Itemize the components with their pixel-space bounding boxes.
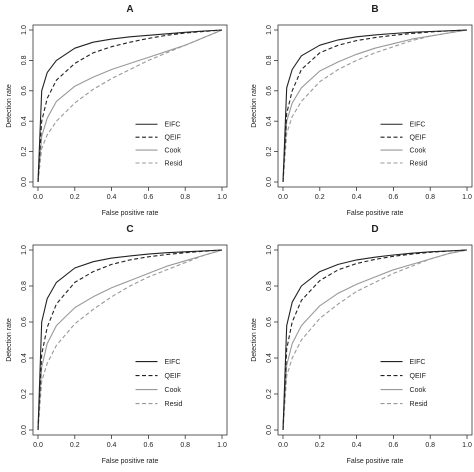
y-tick-label: 0.8 xyxy=(21,55,28,65)
x-axis-label: False positive rate xyxy=(102,458,159,465)
y-axis-label: Detection rate xyxy=(251,318,258,362)
y-tick-label: 0.8 xyxy=(266,281,273,291)
series-line-cook xyxy=(37,29,223,183)
legend-label-resid: Resid xyxy=(410,161,428,168)
x-tick-label: 0.4 xyxy=(352,442,362,449)
y-tick-label: 1.0 xyxy=(266,245,273,255)
y-tick-label: 0.4 xyxy=(21,353,28,363)
x-axis-label: False positive rate xyxy=(347,458,404,465)
x-tick-label: 0.2 xyxy=(315,194,325,201)
x-tick-label: 0.0 xyxy=(33,194,43,201)
legend-label-eifc: EIFC xyxy=(165,359,181,366)
x-tick-label: 0.2 xyxy=(70,442,80,449)
plot-frame xyxy=(32,244,228,436)
x-tick-label: 1.0 xyxy=(462,194,472,201)
legend-label-eifc: EIFC xyxy=(410,122,426,129)
series-line-qeif xyxy=(37,249,223,431)
y-axis-label: Detection rate xyxy=(251,84,258,128)
x-tick-label: 0.0 xyxy=(278,194,288,201)
y-tick-label: 0.6 xyxy=(266,86,273,96)
legend-label-resid: Resid xyxy=(165,401,183,408)
legend-label-eifc: EIFC xyxy=(410,359,426,366)
legend-label-qeif: QEIF xyxy=(410,373,426,380)
x-tick-label: 0.6 xyxy=(389,442,399,449)
legend-label-eifc: EIFC xyxy=(165,122,181,129)
x-tick-label: 0.6 xyxy=(144,442,154,449)
panel-title: D xyxy=(371,224,378,235)
x-tick-label: 0.8 xyxy=(180,194,190,201)
y-tick-label: 1.0 xyxy=(21,245,28,255)
panel-title: A xyxy=(126,4,133,15)
x-tick-label: 1.0 xyxy=(462,442,472,449)
x-tick-label: 0.2 xyxy=(70,194,80,201)
y-tick-label: 0.6 xyxy=(266,317,273,327)
y-tick-label: 0.2 xyxy=(21,389,28,399)
x-tick-label: 0.0 xyxy=(278,442,288,449)
panel-title: C xyxy=(126,224,133,235)
y-tick-label: 0.0 xyxy=(21,177,28,187)
y-tick-label: 0.4 xyxy=(266,353,273,363)
plot-frame xyxy=(32,24,228,188)
x-tick-label: 0.8 xyxy=(425,442,435,449)
x-axis-label: False positive rate xyxy=(347,210,404,217)
legend-label-cook: Cook xyxy=(410,387,427,394)
legend-label-cook: Cook xyxy=(165,387,182,394)
y-tick-label: 0.6 xyxy=(21,86,28,96)
series-line-eifc xyxy=(282,249,468,431)
series-line-qeif xyxy=(282,29,468,183)
y-tick-label: 0.8 xyxy=(266,55,273,65)
series-line-qeif xyxy=(37,29,223,183)
x-tick-label: 1.0 xyxy=(217,442,227,449)
x-tick-label: 0.6 xyxy=(144,194,154,201)
series-line-eifc xyxy=(37,29,223,183)
y-axis-label: Detection rate xyxy=(6,84,13,128)
y-tick-label: 1.0 xyxy=(21,25,28,35)
y-tick-label: 0.2 xyxy=(21,147,28,157)
y-tick-label: 0.4 xyxy=(21,116,28,126)
panel-c: C 0.0 0.2 0.4 0.6 0.8 1.0 0.0 0.2 0.4 0.6 0.8 1.0 Fal… xyxy=(6,224,228,465)
x-tick-label: 0.4 xyxy=(107,194,117,201)
legend-label-resid: Resid xyxy=(410,401,428,408)
series-line-cook xyxy=(37,249,223,431)
y-tick-label: 0.8 xyxy=(21,281,28,291)
x-tick-label: 0.4 xyxy=(107,442,117,449)
legend-label-qeif: QEIF xyxy=(410,135,426,142)
legend-label-qeif: QEIF xyxy=(165,135,181,142)
series-line-cook xyxy=(282,29,468,183)
legend-label-cook: Cook xyxy=(165,148,182,155)
y-tick-label: 0.2 xyxy=(266,147,273,157)
series-line-eifc xyxy=(282,29,468,183)
y-tick-label: 0.0 xyxy=(21,425,28,435)
y-tick-label: 0.0 xyxy=(266,177,273,187)
series-line-resid xyxy=(282,29,468,183)
x-tick-label: 0.8 xyxy=(425,194,435,201)
panel-b: B 0.0 0.2 0.4 0.6 0.8 1.0 0.0 0.2 0.4 0.6 0.8 1.0 Fal… xyxy=(251,4,473,217)
y-tick-label: 0.4 xyxy=(266,116,273,126)
y-tick-label: 0.0 xyxy=(266,425,273,435)
panel-title: B xyxy=(371,4,378,15)
series-line-eifc xyxy=(37,249,223,431)
x-tick-label: 0.2 xyxy=(315,442,325,449)
x-axis-label: False positive rate xyxy=(102,210,159,217)
legend-label-resid: Resid xyxy=(165,161,183,168)
legend-label-qeif: QEIF xyxy=(165,373,181,380)
x-tick-label: 1.0 xyxy=(217,194,227,201)
series-line-resid xyxy=(37,249,223,431)
series-line-cook xyxy=(282,249,468,431)
plot-frame xyxy=(277,24,473,188)
y-tick-label: 1.0 xyxy=(266,25,273,35)
x-tick-label: 0.0 xyxy=(33,442,43,449)
plot-frame xyxy=(277,244,473,436)
y-tick-label: 0.2 xyxy=(266,389,273,399)
panel-d: D 0.0 0.2 0.4 0.6 0.8 1.0 0.0 0.2 0.4 0.6 0.8 1.0 Fal… xyxy=(251,224,473,465)
x-tick-label: 0.6 xyxy=(389,194,399,201)
legend-label-cook: Cook xyxy=(410,148,427,155)
y-tick-label: 0.6 xyxy=(21,317,28,327)
x-tick-label: 0.4 xyxy=(352,194,362,201)
y-axis-label: Detection rate xyxy=(6,318,13,362)
panel-a: A 0.0 0.2 0.4 0.6 0.8 1.0 0.0 0.2 0.4 0.6 0.8 1.0 Fal… xyxy=(6,4,228,217)
series-line-resid xyxy=(37,29,223,183)
x-tick-label: 0.8 xyxy=(180,442,190,449)
